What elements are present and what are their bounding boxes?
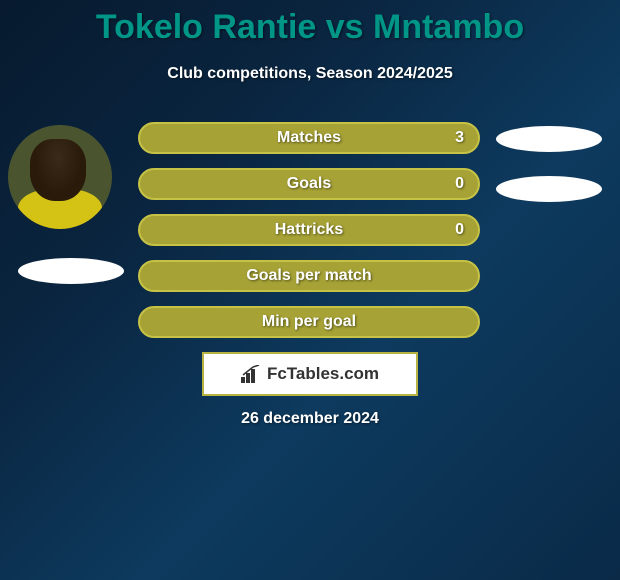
stat-label: Matches: [277, 129, 341, 147]
placeholder-ellipse-right-2: [496, 176, 602, 202]
stat-value: 0: [455, 175, 464, 193]
player-avatar-left: [8, 125, 112, 229]
stat-value: 0: [455, 221, 464, 239]
logo-text: FcTables.com: [267, 364, 379, 384]
stat-label: Min per goal: [262, 313, 356, 331]
stat-bar-hattricks: Hattricks 0: [138, 214, 480, 246]
stats-container: Matches 3 Goals 0 Hattricks 0 Goals per …: [138, 122, 480, 352]
subtitle: Club competitions, Season 2024/2025: [0, 65, 620, 83]
stat-label: Goals: [287, 175, 331, 193]
placeholder-ellipse-left: [18, 258, 124, 284]
date-text: 26 december 2024: [0, 410, 620, 428]
stat-value: 3: [455, 129, 464, 147]
stat-bar-matches: Matches 3: [138, 122, 480, 154]
logo-box[interactable]: FcTables.com: [202, 352, 418, 396]
page-title: Tokelo Rantie vs Mntambo: [0, 0, 620, 47]
chart-icon: [241, 365, 263, 383]
placeholder-ellipse-right-1: [496, 126, 602, 152]
stat-bar-goals: Goals 0: [138, 168, 480, 200]
stat-bar-goals-per-match: Goals per match: [138, 260, 480, 292]
stat-label: Goals per match: [246, 267, 371, 285]
stat-label: Hattricks: [275, 221, 343, 239]
stat-bar-min-per-goal: Min per goal: [138, 306, 480, 338]
